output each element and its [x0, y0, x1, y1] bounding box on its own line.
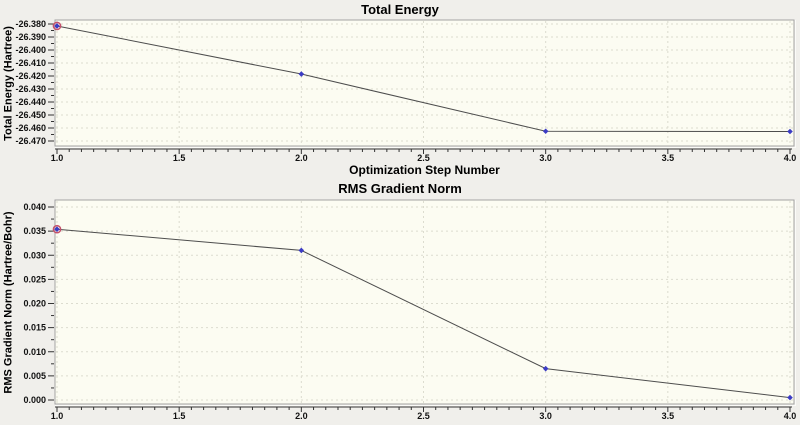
- total-energy-chart: -26.380 -26.390 -26.400 -26.410 -26.420 -26.4…: [15, 19, 797, 163]
- y-tick-label: -26.460: [15, 123, 46, 133]
- x-tick-label: 1.0: [51, 153, 64, 163]
- x-tick-label: 3.0: [539, 411, 552, 421]
- x-tick-label: 3.0: [539, 153, 552, 163]
- y-tick-label: 0.040: [23, 202, 46, 212]
- x-tick-label: 4.0: [784, 411, 797, 421]
- data-point-marker: [298, 71, 305, 77]
- data-line: [56, 25, 791, 133]
- current-step-ring: [52, 21, 62, 31]
- y-tick-label: 0.005: [23, 371, 46, 381]
- plot-area: [54, 19, 795, 147]
- data-point-marker: [787, 128, 793, 135]
- y-tick-label: -26.440: [15, 97, 46, 107]
- y-tick-label: 0.015: [23, 323, 46, 333]
- x-tick-label: 1.5: [173, 411, 186, 421]
- x-tick-label: 3.5: [662, 411, 675, 421]
- data-point-marker: [787, 394, 793, 401]
- y-tick-label: 0.035: [23, 226, 46, 236]
- y-tick-label: -26.410: [15, 58, 46, 68]
- y-tick-label: -26.390: [15, 32, 46, 42]
- y-tick-label: 0.025: [23, 274, 46, 284]
- x-axis-label-optimization-step: Optimization Step Number: [349, 163, 500, 177]
- y-tick-label: -26.450: [15, 110, 46, 120]
- plot-area: [54, 199, 795, 405]
- y-tick-label: -26.380: [15, 19, 46, 29]
- rms-gradient-chart: 0.040 0.035 0.030 0.025 0.020 0.015 0.010 0.005…: [23, 199, 797, 421]
- current-step-ring: [52, 224, 62, 234]
- data-point-marker: [542, 128, 549, 135]
- chart-title-total-energy: Total Energy: [361, 2, 439, 17]
- x-tick-label: 1.0: [51, 411, 64, 421]
- y-tick-label: -26.400: [15, 45, 46, 55]
- plot-frame-highlight: [55, 20, 796, 148]
- data-point-marker: [54, 23, 60, 29]
- x-tick-label: 2.5: [417, 411, 430, 421]
- y-tick-label: 0.000: [23, 395, 46, 405]
- x-tick-label: 1.5: [173, 153, 186, 163]
- y-tick-label: -26.420: [15, 71, 46, 81]
- y-tick-label: 0.020: [23, 299, 46, 309]
- y-tick-label: 0.030: [23, 250, 46, 260]
- y-tick-label: 0.010: [23, 347, 46, 357]
- x-tick-label: 2.5: [417, 153, 430, 163]
- data-line: [56, 228, 791, 399]
- x-tick-label: 2.0: [295, 153, 308, 163]
- x-tick-label: 4.0: [784, 153, 797, 163]
- plot-frame-highlight: [55, 200, 796, 406]
- x-tick-label: 2.0: [295, 411, 308, 421]
- x-tick-label: 3.5: [662, 153, 675, 163]
- y-tick-label: -26.470: [15, 136, 46, 146]
- data-point-marker: [542, 365, 549, 372]
- chart-title-rms-gradient-norm: RMS Gradient Norm: [338, 181, 462, 196]
- y-tick-label: -26.430: [15, 84, 46, 94]
